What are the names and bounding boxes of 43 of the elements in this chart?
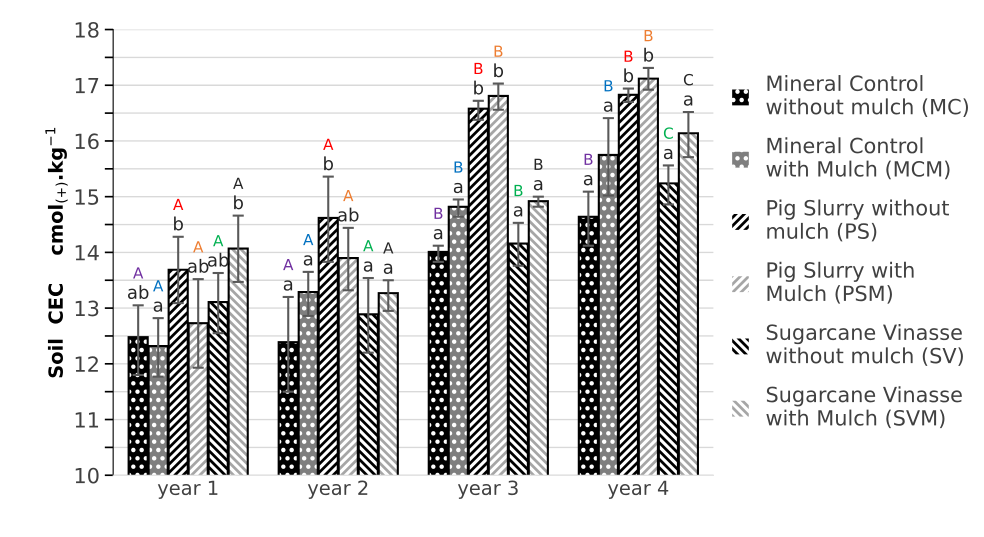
data-label: C a <box>664 127 673 160</box>
x-tick-label: year 4 <box>608 480 668 499</box>
data-label: B a <box>534 158 542 190</box>
data-label: A ab <box>338 190 359 222</box>
x-tick-label: year 2 <box>308 480 368 499</box>
y-tick-label: 15 <box>76 189 98 205</box>
data-label: B b <box>624 50 634 82</box>
data-label: A a <box>283 259 294 291</box>
x-tick-label: year 3 <box>458 480 518 499</box>
data-label: B b <box>644 30 654 62</box>
data-label: B a <box>434 208 442 240</box>
legend-label: Mineral Control with Mulch (MCM) <box>766 137 950 180</box>
data-label: A a <box>383 242 394 274</box>
y-tick-label: 11 <box>76 412 98 428</box>
legend-label: Sugarcane Vinasse without mulch (SV) <box>766 324 963 366</box>
y-axis-title: Soil CEC cmol$_{(+)}$.kg$^{−1}$ <box>45 128 68 378</box>
y-tick-label: 16 <box>76 133 99 150</box>
data-label: B a <box>604 80 613 112</box>
data-label: A ab <box>188 241 208 273</box>
y-tick-label: 17 <box>76 78 98 94</box>
data-label: A a <box>153 280 164 312</box>
data-label: A ab <box>128 267 148 300</box>
y-tick-label: 18 <box>76 22 99 38</box>
data-label: C a <box>684 74 693 106</box>
legend-label: Pig Slurry without mulch (PS) <box>767 200 949 242</box>
data-label: A b <box>173 198 184 231</box>
data-label: A a <box>303 234 314 266</box>
data-label: B b <box>474 62 484 95</box>
legend-label: Pig Slurry with Mulch (PSM) <box>768 262 914 304</box>
data-label: A a <box>363 240 374 272</box>
y-tick-label: 12 <box>76 356 98 372</box>
data-label: B a <box>454 162 462 194</box>
data-label: A b <box>323 138 334 170</box>
data-label: A b <box>233 178 244 210</box>
y-tick-label: 13 <box>76 300 98 316</box>
legend-label: Sugarcane Vinasse with Mulch (SVM) <box>766 386 962 428</box>
legend-label: Mineral Control without mulch (MC) <box>766 75 968 117</box>
data-label: B a <box>584 154 593 186</box>
data-label: B a <box>514 184 522 217</box>
y-tick-label: 14 <box>76 245 99 260</box>
x-tick-label: year 1 <box>158 480 218 499</box>
y-tick-label: 10 <box>76 468 99 484</box>
data-label: B b <box>494 46 504 78</box>
